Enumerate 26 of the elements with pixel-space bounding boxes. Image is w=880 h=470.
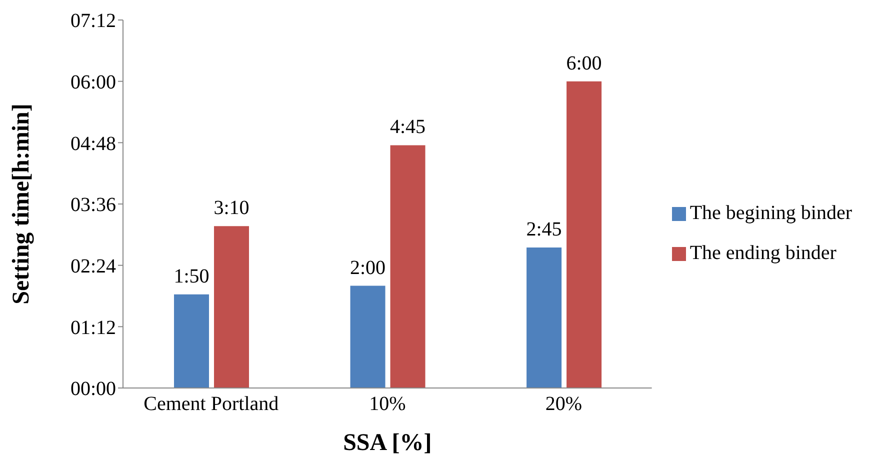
bar — [350, 286, 386, 388]
data-label: 2:45 — [526, 218, 562, 240]
bar — [174, 294, 209, 388]
bar — [566, 81, 602, 388]
data-label: 4:45 — [390, 116, 426, 138]
y-tick-label: 06:00 — [70, 71, 116, 94]
legend-label: The begining binder — [690, 202, 852, 224]
y-tick-label: 02:24 — [70, 255, 116, 278]
y-axis-title: Setting time[h:min] — [8, 104, 35, 304]
bar — [526, 247, 562, 388]
y-tick-label: 00:00 — [70, 378, 116, 400]
x-tick-label: 10% — [369, 393, 406, 416]
bar — [214, 226, 249, 388]
y-tick-label: 04:48 — [70, 132, 116, 155]
x-axis-title: SSA [%] — [343, 430, 432, 456]
data-label: 2:00 — [350, 256, 386, 279]
x-tick-label: 20% — [545, 393, 582, 416]
x-tick-label: Cement Portland — [144, 393, 279, 416]
y-tick-label: 03:36 — [70, 194, 116, 216]
y-tick-label: 01:12 — [70, 316, 116, 339]
data-label: 1:50 — [174, 265, 210, 288]
legend-label: The ending binder — [690, 242, 836, 264]
data-label: 3:10 — [214, 197, 250, 220]
data-label: 6:00 — [566, 52, 602, 74]
bar — [390, 145, 426, 388]
y-tick-label: 07:12 — [70, 10, 116, 32]
